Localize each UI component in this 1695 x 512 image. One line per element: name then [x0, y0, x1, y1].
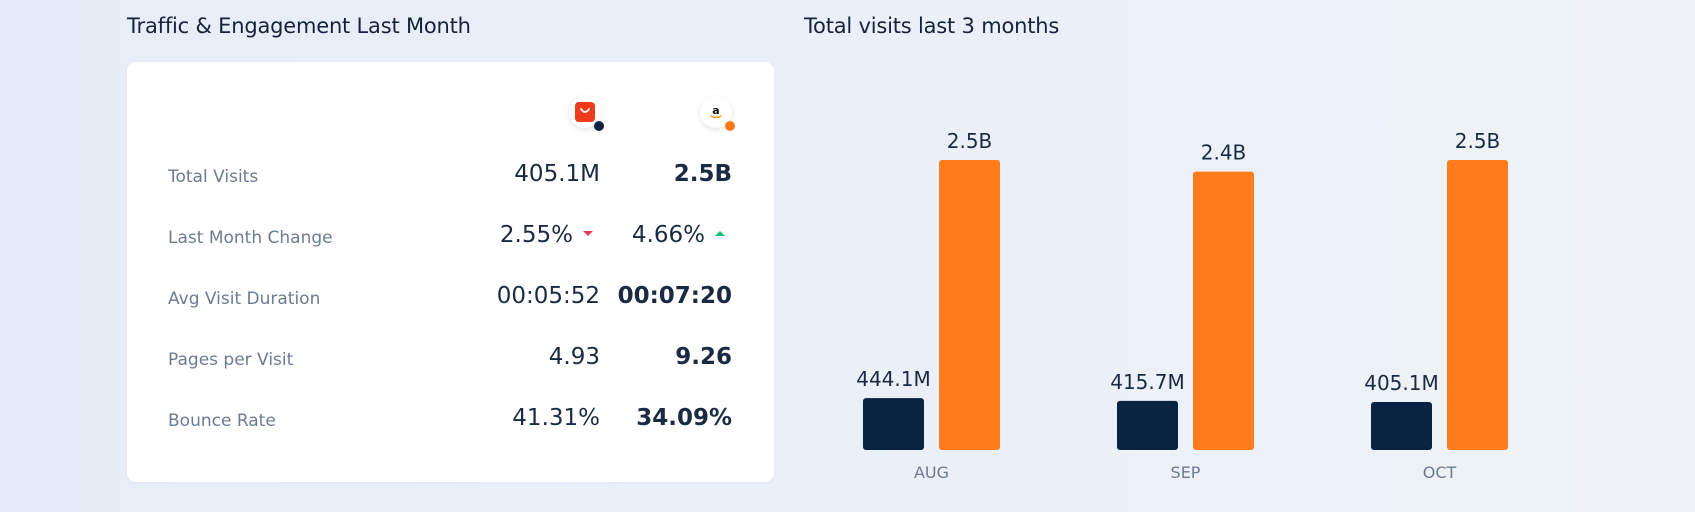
bar-aug-series-1	[863, 398, 924, 450]
aliexpress-series-dot	[594, 121, 604, 131]
data-label-aug-series-2: 2.5B	[947, 129, 993, 153]
traffic-engagement-title: Traffic & Engagement Last Month	[127, 14, 471, 38]
metric-row-total-visits: Total Visits 405.1M 2.5B	[127, 155, 774, 195]
aliexpress-value: 41.31%	[512, 405, 600, 431]
traffic-engagement-card: a Total Visits 405.1M 2.5B Last Month Ch…	[127, 62, 774, 482]
data-label-oct-series-1: 405.1M	[1364, 371, 1439, 395]
amazon-change-text: 4.66%	[631, 222, 705, 248]
metric-label: Avg Visit Duration	[168, 289, 321, 309]
bar-sep-series-1	[1117, 400, 1178, 450]
metric-label: Last Month Change	[168, 228, 333, 248]
category-label-aug: AUG	[914, 463, 949, 482]
amazon-logo-icon: a	[700, 96, 735, 131]
bar-sep-series-2	[1193, 171, 1254, 450]
metric-label: Pages per Visit	[168, 350, 294, 370]
amazon-value: 9.26	[675, 344, 732, 370]
amazon-a-icon: a	[706, 102, 726, 122]
aliexpress-value: 00:05:52	[496, 283, 600, 309]
metric-label: Total Visits	[168, 167, 259, 187]
amazon-value: 2.5B	[673, 161, 732, 187]
amazon-value: 00:07:20	[617, 283, 732, 309]
category-label-oct: OCT	[1423, 463, 1457, 482]
chart-title: Total visits last 3 months	[804, 14, 1060, 38]
bar-oct-series-1	[1371, 401, 1432, 450]
trend-up-icon	[715, 231, 725, 236]
data-label-sep-series-2: 2.4B	[1201, 141, 1247, 165]
amazon-value: 34.09%	[636, 405, 732, 431]
bar-oct-series-2	[1447, 160, 1508, 450]
aliexpress-bag-icon	[575, 102, 595, 122]
metric-row-last-month-change: Last Month Change 2.55% 4.66%	[127, 216, 774, 256]
metric-row-avg-visit-duration: Avg Visit Duration 00:05:52 00:07:20	[127, 277, 774, 317]
aliexpress-value: 405.1M	[514, 161, 600, 187]
data-label-aug-series-1: 444.1M	[856, 367, 931, 391]
amazon-value: 4.66%	[632, 222, 725, 248]
category-label-sep: SEP	[1171, 463, 1201, 482]
data-label-sep-series-1: 415.7M	[1110, 370, 1185, 394]
aliexpress-value: 4.93	[548, 344, 600, 370]
aliexpress-value: 2.55%	[500, 222, 593, 248]
metric-label: Bounce Rate	[168, 411, 276, 431]
metric-row-pages-per-visit: Pages per Visit 4.93 9.26	[127, 338, 774, 378]
aliexpress-logo-icon	[569, 96, 604, 131]
metric-row-bounce-rate: Bounce Rate 41.31% 34.09%	[127, 399, 774, 439]
trend-down-icon	[583, 231, 593, 236]
aliexpress-change-text: 2.55%	[499, 222, 573, 248]
svg-text:a: a	[712, 104, 719, 117]
amazon-series-dot	[725, 121, 735, 131]
data-label-oct-series-2: 2.5B	[1455, 129, 1501, 153]
bar-aug-series-2	[939, 160, 1000, 450]
